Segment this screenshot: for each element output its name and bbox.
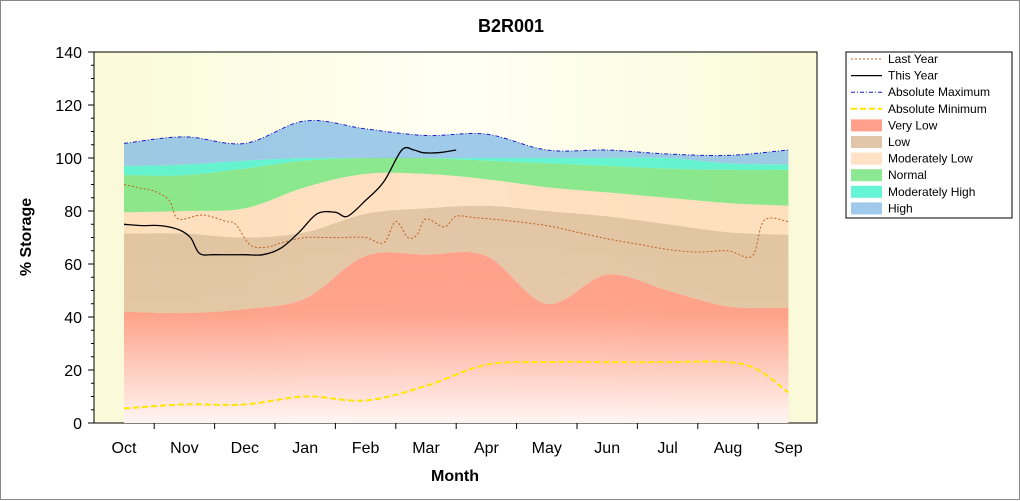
legend-swatch [851,202,882,215]
x-tick-label: Oct [112,440,137,457]
x-tick-label: Jul [657,440,677,457]
legend-swatch [851,136,882,148]
y-tick-label: 120 [55,98,82,115]
x-tick-label: Jun [594,440,620,457]
legend-label: Last Year [888,52,938,66]
legend-label: Absolute Minimum [888,102,987,116]
band-high [124,120,789,166]
x-tick-label: Jan [292,440,318,457]
legend-item-low: Low [851,135,910,149]
series-line-absolute-maximum [123,119,789,157]
legend-label: Low [888,135,910,149]
legend-item-last-year: Last Year [851,52,938,66]
series-lines [123,119,790,410]
y-tick-label: 0 [73,416,82,433]
legend-item-this-year: This Year [851,69,938,83]
legend-label: Absolute Maximum [888,85,990,99]
y-tick-label: 100 [55,151,82,168]
legend-item-normal: Normal [851,168,927,182]
x-tick-label: Feb [352,440,380,457]
legend-label: Moderately High [888,185,975,199]
legend-item-very-low: Very Low [851,118,938,132]
series-line-absolute-minimum [123,360,790,410]
x-tick-label: May [532,440,562,457]
legend-item-absolute-maximum: Absolute Maximum [851,85,990,99]
legend-item-absolute-minimum: Absolute Minimum [851,102,987,116]
band-moderately-high [124,157,789,176]
legend-swatch [851,169,882,182]
legend-swatch [851,185,882,198]
series-line-this-year [123,146,457,256]
legend-swatch [851,119,882,132]
legend-item-moderately-low: Moderately Low [851,152,973,166]
chart-title: B2R001 [478,16,544,36]
band-normal [124,157,789,213]
x-tick-label: Mar [412,440,440,457]
y-tick-label: 40 [64,310,82,327]
band-fade-overlay [124,224,789,423]
y-tick-label: 140 [55,45,82,62]
x-tick-label: Sep [774,440,803,457]
x-tick-label: Apr [474,440,500,457]
x-axis-title: Month [431,468,479,485]
legend-label: This Year [888,69,938,83]
series-line-last-year [123,184,789,258]
legend-label: Normal [888,168,927,182]
x-tick-label: Dec [231,440,259,457]
y-tick-label: 80 [64,204,82,221]
x-tick-label: Nov [170,440,198,457]
x-tick-label: Aug [714,440,742,457]
legend-label: Very Low [888,118,938,132]
legend-swatch [851,152,882,165]
band-moderately-low [124,172,789,238]
legend: Last Year This Year Absolute Maximum Absolu… [845,51,1013,219]
y-tick-label: 60 [64,257,82,274]
legend-label: High [888,201,913,215]
legend-item-moderately-high: Moderately High [851,185,975,199]
legend-label: Moderately Low [888,152,973,166]
axes: 0 20 40 60 80 100 120 140 Oct Nov Dec Jan Feb Mar Apr M… [55,45,802,457]
y-tick-label: 20 [64,363,82,380]
y-axis-title: % Storage [18,198,35,276]
legend-item-high: High [851,201,913,215]
